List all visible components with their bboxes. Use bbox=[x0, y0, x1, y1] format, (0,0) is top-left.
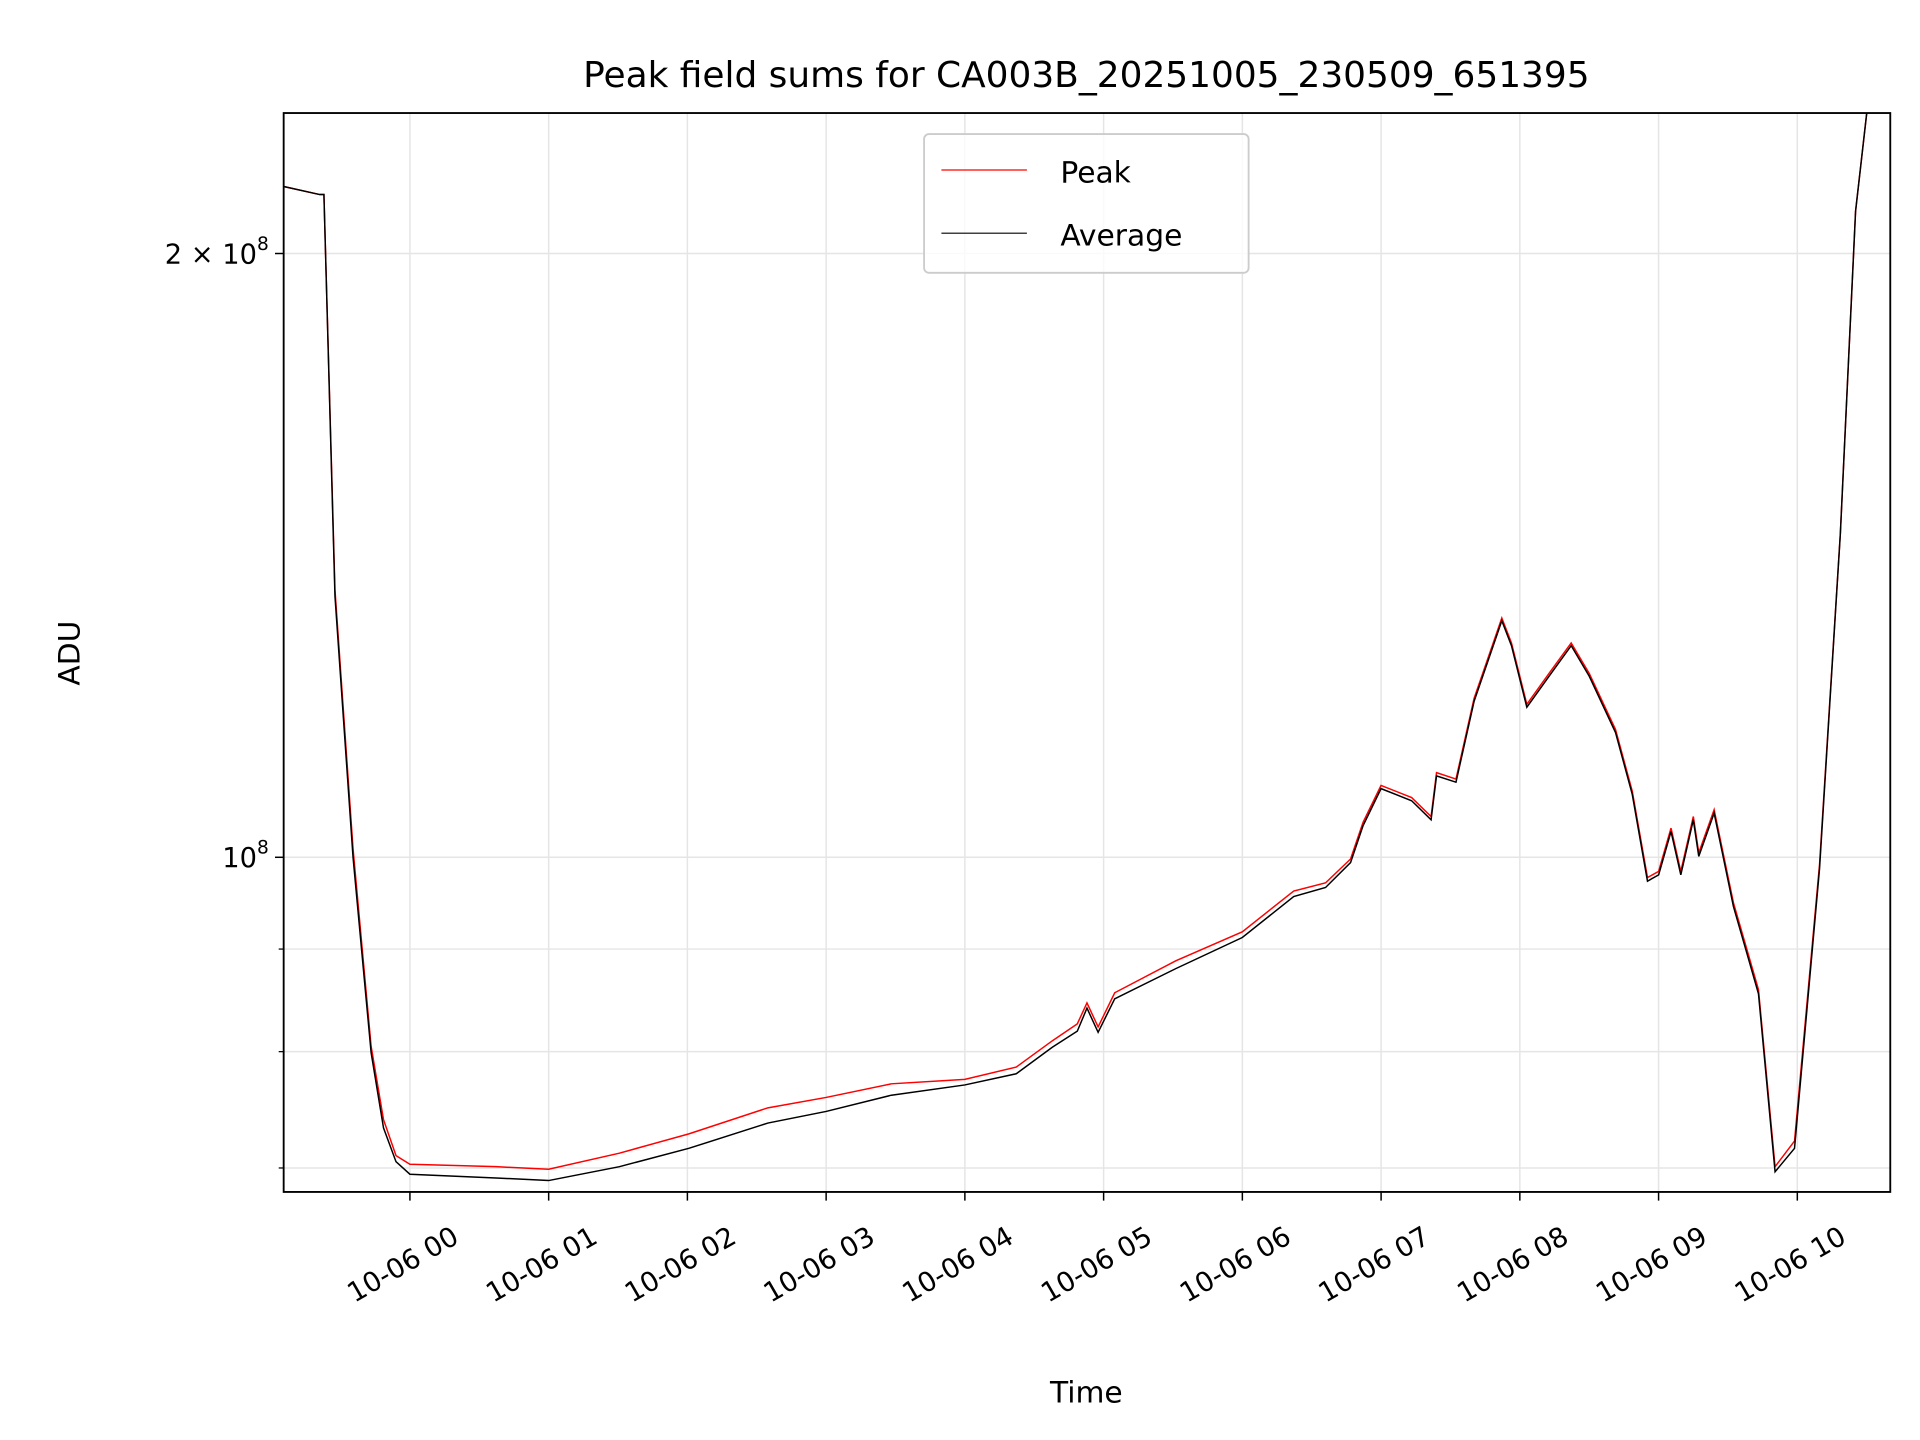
series-layer bbox=[283, 113, 1868, 1182]
series-line-peak bbox=[283, 113, 1868, 1171]
x-tick-label: 10-06 06 bbox=[1175, 1221, 1297, 1309]
legend-average-label: Average bbox=[1060, 219, 1182, 254]
chart-title: Peak field sums for CA003B_20251005_2305… bbox=[583, 55, 1589, 96]
x-tick-label: 10-06 01 bbox=[481, 1221, 603, 1309]
x-tick-label: 10-06 04 bbox=[897, 1221, 1019, 1309]
x-tick-label: 10-06 08 bbox=[1452, 1221, 1574, 1309]
y-tick-label: 108 bbox=[222, 838, 269, 875]
x-tick-label: 10-06 07 bbox=[1314, 1221, 1436, 1309]
y-axis: 108 2 × 108 bbox=[165, 234, 284, 1169]
legend: Peak Average bbox=[923, 133, 1250, 274]
y-tick-label: 2 × 108 bbox=[165, 234, 269, 271]
x-tick-label: 10-06 10 bbox=[1730, 1221, 1852, 1309]
x-tick-label: 10-06 02 bbox=[620, 1221, 742, 1309]
series-line-average bbox=[283, 113, 1868, 1182]
plot-frame bbox=[282, 112, 1892, 1193]
x-tick-label: 10-06 00 bbox=[342, 1221, 464, 1309]
x-axis: 10-06 00 10-06 01 10-06 02 10-06 03 10-06 04… bbox=[342, 1191, 1852, 1309]
x-axis-label: Time bbox=[1049, 1376, 1123, 1411]
legend-box bbox=[923, 133, 1250, 274]
y-axis-label: ADU bbox=[52, 621, 87, 686]
x-tick-label: 10-06 09 bbox=[1591, 1221, 1713, 1309]
grid bbox=[283, 113, 1891, 1192]
legend-peak-label: Peak bbox=[1060, 155, 1131, 190]
x-tick-label: 10-06 05 bbox=[1036, 1221, 1158, 1309]
x-tick-label: 10-06 03 bbox=[759, 1221, 881, 1309]
